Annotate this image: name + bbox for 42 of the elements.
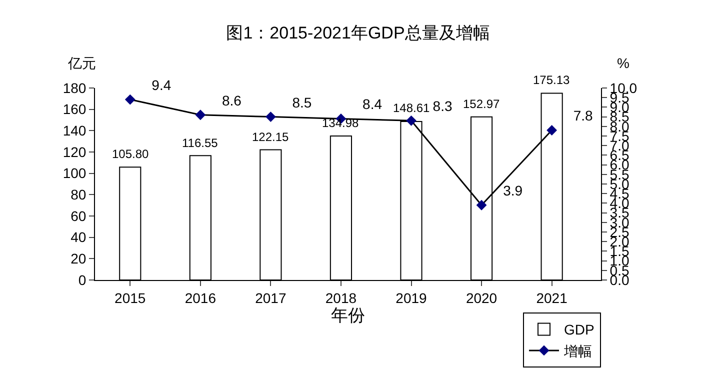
x-tick-label: 2018 [325, 290, 357, 306]
x-tick-label: 2021 [536, 290, 568, 306]
x-tick-label: 2016 [184, 290, 216, 306]
y-tick-label: 40 [70, 229, 86, 246]
y-tick-label: 180 [62, 80, 86, 96]
x-tick-label: 2015 [114, 290, 146, 306]
y-tick-label: 60 [70, 208, 86, 224]
chart-title: 图1：2015-2021年GDP总量及增幅 [226, 24, 490, 42]
data-label: 8.4 [346, 96, 382, 112]
data-label: 9.4 [136, 77, 172, 94]
legend-label: 增幅 [563, 342, 592, 359]
data-label: 148.61 [393, 101, 430, 115]
point [406, 115, 416, 126]
point [476, 200, 487, 210]
data-label: 175.13 [533, 73, 570, 87]
data-label: 116.55 [182, 136, 218, 150]
y-tick-label: 120 [62, 144, 86, 160]
x-tick-label: 2020 [466, 290, 498, 306]
point [546, 125, 558, 136]
x-tick-label: 2019 [396, 290, 428, 306]
y-axis-title: 亿元 [67, 55, 96, 71]
y-tick-label: 0 [78, 272, 86, 288]
data-label: 3.9 [488, 182, 523, 199]
y-tick-label: 80 [70, 186, 86, 203]
y2-axis-title: % [617, 55, 630, 71]
y-tick-label: 100 [62, 165, 86, 182]
data-label: 8.6 [206, 92, 242, 108]
data-label: 152.97 [463, 97, 500, 111]
point [124, 94, 136, 105]
data-label: 122.15 [252, 130, 290, 144]
y-tick-label: 160 [62, 101, 86, 118]
data-label: 8.3 [432, 98, 452, 114]
y-tick-label: 20 [70, 250, 86, 267]
x-axis-title: 年份 [331, 306, 365, 325]
y-tick-label: 140 [62, 122, 86, 139]
point [195, 110, 206, 120]
data-label: 7.8 [558, 108, 594, 124]
data-label: 8.5 [276, 94, 312, 110]
x-tick-label: 2017 [255, 290, 286, 306]
data-label: 105.80 [112, 147, 150, 161]
point [265, 112, 276, 122]
legend-label: GDP [564, 322, 594, 338]
